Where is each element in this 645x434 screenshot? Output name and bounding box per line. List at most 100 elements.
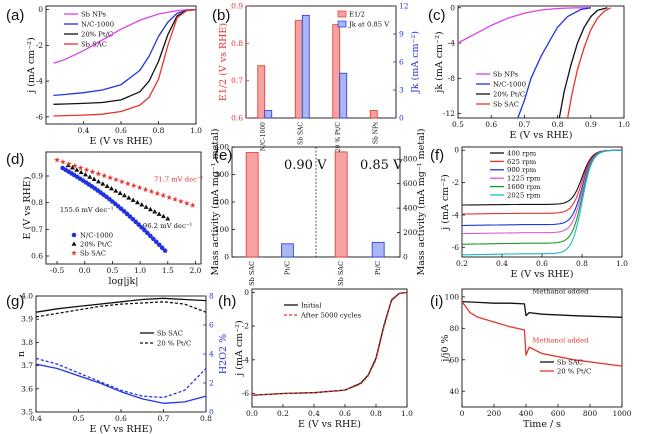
x-tick-label: 1000 xyxy=(612,409,631,418)
x-tick-label: 1.5 xyxy=(162,266,174,275)
series-line xyxy=(566,7,612,119)
panel-label: (d) xyxy=(6,151,24,168)
bar xyxy=(369,110,378,119)
y-axis-label: H2O2 % xyxy=(218,334,229,374)
bar xyxy=(257,65,266,119)
data-point xyxy=(124,211,130,217)
bar xyxy=(245,152,259,258)
x-tick-label: 0.6 xyxy=(339,409,351,418)
y-tick-label: 600 xyxy=(403,179,418,188)
plot-frame xyxy=(45,151,202,265)
category-label: Sb NPs xyxy=(372,122,379,144)
x-tick-label: 2.0 xyxy=(189,266,201,275)
x-tick-label: 0.4 xyxy=(308,409,320,418)
data-point xyxy=(54,157,60,163)
data-point xyxy=(119,178,125,185)
y-axis-label: j (mA cm⁻²) xyxy=(440,174,451,230)
plot-frame xyxy=(35,295,207,413)
y-tick-label: 400 xyxy=(215,143,230,152)
y-tick-label: -6 xyxy=(242,389,250,398)
data-point xyxy=(130,197,136,202)
data-point xyxy=(160,192,167,198)
y-tick-label: 3.7 xyxy=(21,361,33,370)
x-tick-label: 0.6 xyxy=(536,259,548,268)
panel-g: 0.4 0.5 0.6 0.7 0.8 3.5 3.6 3.7 3.8 3.9 4.0 0 2 4 6 8 Sb… xyxy=(6,292,229,434)
y-tick-label: 12 xyxy=(399,2,409,11)
y-axis-label: jk (mA cm⁻²) xyxy=(434,31,445,93)
data-point xyxy=(108,185,114,191)
data-point xyxy=(100,181,106,186)
series-line xyxy=(461,149,622,245)
panel-h: 0.0 0.2 0.4 0.6 0.8 1.0 -6 -4 -2 0 Initial After 50… xyxy=(218,288,413,430)
data-point xyxy=(82,172,88,177)
data-point xyxy=(101,172,108,179)
data-point xyxy=(159,245,165,251)
x-tick-label: 0.8 xyxy=(576,259,588,268)
data-point xyxy=(113,188,119,193)
x-tick-label: 0.4 xyxy=(496,259,508,268)
x-tick-label: 600 xyxy=(551,409,566,418)
data-point xyxy=(107,174,113,181)
y-tick-label: -4 xyxy=(242,355,250,364)
y-axis-label: j (mA cm⁻²) xyxy=(26,37,37,93)
y-tick-label: 200 xyxy=(403,228,418,237)
legend-entry: Sb SAC xyxy=(80,250,106,258)
data-point xyxy=(95,178,101,184)
data-point xyxy=(166,194,172,200)
data-point xyxy=(125,180,131,187)
event-annotation: Methanol added xyxy=(532,288,589,296)
y-axis-label: E (V vs RHE) xyxy=(22,177,33,240)
data-point xyxy=(189,202,196,208)
y-axis-label: Mass activity (mA mg⁻¹ metal) xyxy=(416,129,427,276)
legend-entry: 1225 rpm xyxy=(507,175,541,183)
category-label: Pt/C xyxy=(374,261,382,275)
event-annotation: Methanol added xyxy=(532,336,589,344)
legend-swatch xyxy=(337,10,347,18)
y-tick-label: 300 xyxy=(215,170,230,179)
y-tick-label: 4.0 xyxy=(21,292,33,301)
legend-entry: N/C-1000 xyxy=(81,20,114,28)
data-point xyxy=(66,160,72,167)
x-tick-label: 0.8 xyxy=(153,126,165,135)
legend-entry: Jk at 0.85 V xyxy=(348,21,390,29)
legend-entry: Sb SAC xyxy=(81,40,107,48)
legend-entry: 2025 rpm xyxy=(507,191,541,199)
data-point xyxy=(148,188,155,194)
y-tick-label: 6 xyxy=(209,321,214,330)
bar xyxy=(371,241,385,258)
x-tick-label: 400 xyxy=(519,409,534,418)
x-tick-label: 0.9 xyxy=(585,120,597,129)
legend-entry: 900 rpm xyxy=(507,166,537,174)
panel-d: -0.5 0.0 0.5 1.0 1.5 2.0 0.6 0.7 0.8 0.9 71.7 mV d… xyxy=(6,151,204,287)
y-tick-label: -4 xyxy=(448,39,456,48)
data-point xyxy=(156,211,162,216)
data-point xyxy=(148,233,153,239)
y-tick-label: 0.6 xyxy=(31,252,43,261)
category-label: 20 % Pt/C xyxy=(335,122,342,153)
data-point xyxy=(95,170,102,177)
y-tick-label: 0.8 xyxy=(231,39,243,48)
data-point xyxy=(136,222,141,227)
y-axis-label: E1/2 (V vs RHE) xyxy=(218,23,229,101)
data-point xyxy=(71,232,77,238)
data-point xyxy=(183,200,190,206)
legend-entry: Initial xyxy=(301,301,321,309)
data-point xyxy=(139,225,144,230)
bar xyxy=(264,110,273,119)
slope-annotation: 96.2 mV dec⁻¹ xyxy=(143,222,193,230)
bar xyxy=(339,72,348,119)
y-tick-label: 6 xyxy=(399,58,404,67)
series-line xyxy=(53,8,197,117)
x-tick-label: 1.0 xyxy=(616,259,628,268)
x-tick-label: 1.0 xyxy=(134,266,146,275)
x-tick-label: 0.2 xyxy=(277,409,289,418)
x-axis-label: E (V vs RHE) xyxy=(298,419,361,430)
legend-entry: After 5000 cycles xyxy=(300,311,362,319)
data-point xyxy=(77,164,84,171)
series-line xyxy=(461,149,622,256)
y-axis-label: j (mA cm⁻²) xyxy=(234,320,245,376)
legend-entry: E1/2 xyxy=(349,11,365,19)
category-label: Sb SAC xyxy=(337,261,345,286)
legend-entry: 20% Pt/C xyxy=(493,90,525,98)
x-tick-label: 1.0 xyxy=(190,126,202,135)
